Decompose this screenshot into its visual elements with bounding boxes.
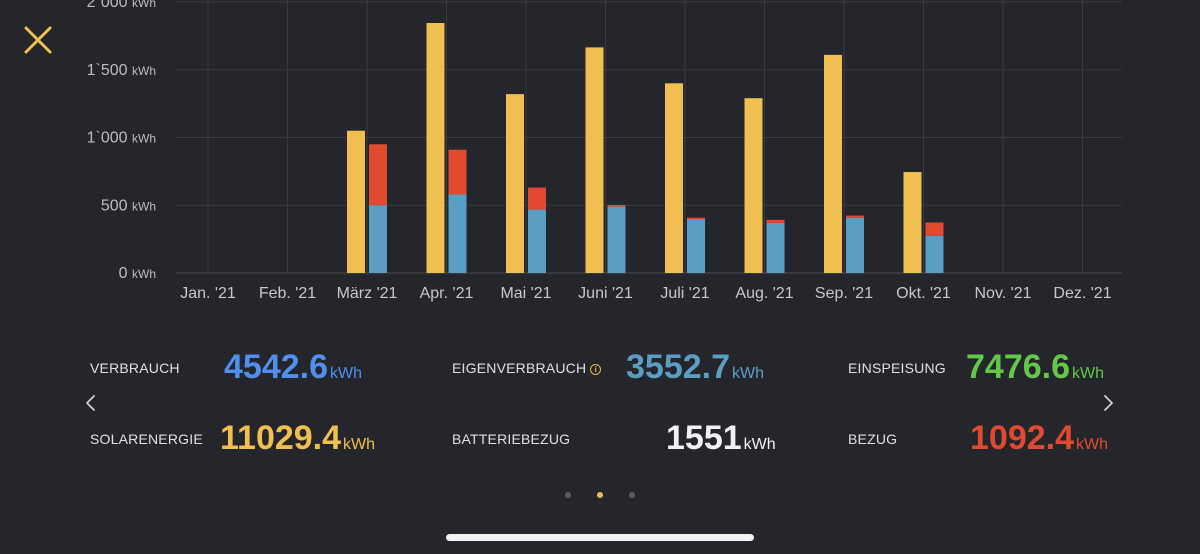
batteriebezug-label: BATTERIEBEZUG <box>452 431 571 447</box>
x-tick-label: Juli '21 <box>660 285 709 302</box>
eigenverbrauch-label: EIGENVERBRAUCH i <box>452 360 602 376</box>
eigenverbrauch-value: 3552.7 kWh <box>626 348 764 387</box>
x-tick-label: März '21 <box>337 285 398 302</box>
bar-self-6 <box>687 219 705 273</box>
batteriebezug-unit: kWh <box>743 436 776 453</box>
x-tick-label: Juni '21 <box>578 285 633 302</box>
x-tick-label: Jan. '21 <box>180 285 236 302</box>
bar-self-8 <box>846 217 864 273</box>
bar-battery-9 <box>925 222 944 236</box>
y-tick-label: 500 kWh <box>101 197 156 214</box>
close-icon[interactable] <box>20 22 56 58</box>
x-tick-label: Okt. '21 <box>896 285 951 302</box>
bar-solar-9 <box>903 172 922 273</box>
bar-self-3 <box>448 194 467 273</box>
bezug-value: 1092.4 kWh <box>970 419 1108 458</box>
bar-battery-7 <box>766 219 785 223</box>
bar-self-5 <box>607 206 626 273</box>
x-tick-label: Feb. '21 <box>259 285 316 302</box>
solarenergie-label: SOLARENERGIE <box>90 431 203 447</box>
bar-solar-7 <box>744 98 763 273</box>
y-tick-label: 2`000 kWh <box>87 0 156 11</box>
bar-solar-4 <box>506 94 524 273</box>
bar-solar-5 <box>585 47 604 273</box>
bar-battery-2 <box>369 144 387 206</box>
bar-self-7 <box>766 222 785 273</box>
bar-solar-8 <box>824 54 842 273</box>
page-dot[interactable] <box>629 492 635 498</box>
home-indicator <box>446 534 754 541</box>
bezug-label: BEZUG <box>848 431 898 447</box>
page-dot[interactable] <box>565 492 571 498</box>
x-tick-label: Mai '21 <box>500 285 551 302</box>
batteriebezug-value: 1551 kWh <box>666 419 776 458</box>
bar-battery-4 <box>528 187 546 210</box>
bar-battery-6 <box>687 217 705 220</box>
verbrauch-label: VERBRAUCH <box>90 360 180 376</box>
verbrauch-number: 4542.6 <box>224 348 328 386</box>
monthly-energy-chart: 0 kWh 500 kWh 1`000 kWh 1`500 kWh 2`000 kWh J… <box>87 0 1122 302</box>
solarenergie-number: 11029.4 <box>220 419 342 457</box>
x-tick-label: Dez. '21 <box>1053 285 1111 302</box>
bar-battery-8 <box>846 215 864 218</box>
batteriebezug-number: 1551 <box>666 419 742 457</box>
y-tick-label: 1`000 kWh <box>87 130 156 147</box>
einspeisung-unit: kWh <box>1072 365 1104 382</box>
bar-battery-5 <box>607 204 626 207</box>
stats-panel: VERBRAUCH 4542.6 kWh EIGENVERBRAUCH i 3552… <box>0 340 1200 460</box>
info-icon[interactable]: i <box>590 364 602 375</box>
x-tick-label: Sep. '21 <box>815 285 873 302</box>
bar-self-2 <box>369 205 387 273</box>
verbrauch-unit: kWh <box>330 365 362 382</box>
bar-self-4 <box>528 209 546 273</box>
bezug-number: 1092.4 <box>970 419 1074 457</box>
solarenergie-unit: kWh <box>343 436 376 453</box>
einspeisung-label: EINSPEISUNG <box>848 360 946 376</box>
einspeisung-number: 7476.6 <box>966 348 1070 386</box>
bar-solar-6 <box>665 83 683 273</box>
bar-solar-3 <box>426 23 445 273</box>
y-tick-label: 1`500 kWh <box>87 62 156 79</box>
bar-battery-3 <box>448 149 467 195</box>
einspeisung-value: 7476.6 kWh <box>966 348 1104 387</box>
bar-self-9 <box>925 235 944 273</box>
chevron-right-icon[interactable] <box>1098 393 1118 413</box>
x-tick-label: Aug. '21 <box>735 285 793 302</box>
bezug-unit: kWh <box>1076 436 1108 453</box>
x-tick-label: Nov. '21 <box>974 285 1031 302</box>
chevron-left-icon[interactable] <box>81 393 101 413</box>
solarenergie-value: 11029.4 kWh <box>220 419 375 458</box>
eigenverbrauch-label-text: EIGENVERBRAUCH <box>452 360 587 376</box>
eigenverbrauch-unit: kWh <box>732 365 764 382</box>
x-tick-label: Apr. '21 <box>420 285 474 302</box>
page-dot[interactable] <box>597 492 603 498</box>
eigenverbrauch-number: 3552.7 <box>626 348 730 386</box>
y-tick-label: 0 kWh <box>119 265 156 282</box>
page-indicator <box>560 492 640 502</box>
bar-solar-2 <box>347 130 365 273</box>
verbrauch-value: 4542.6 kWh <box>224 348 362 387</box>
